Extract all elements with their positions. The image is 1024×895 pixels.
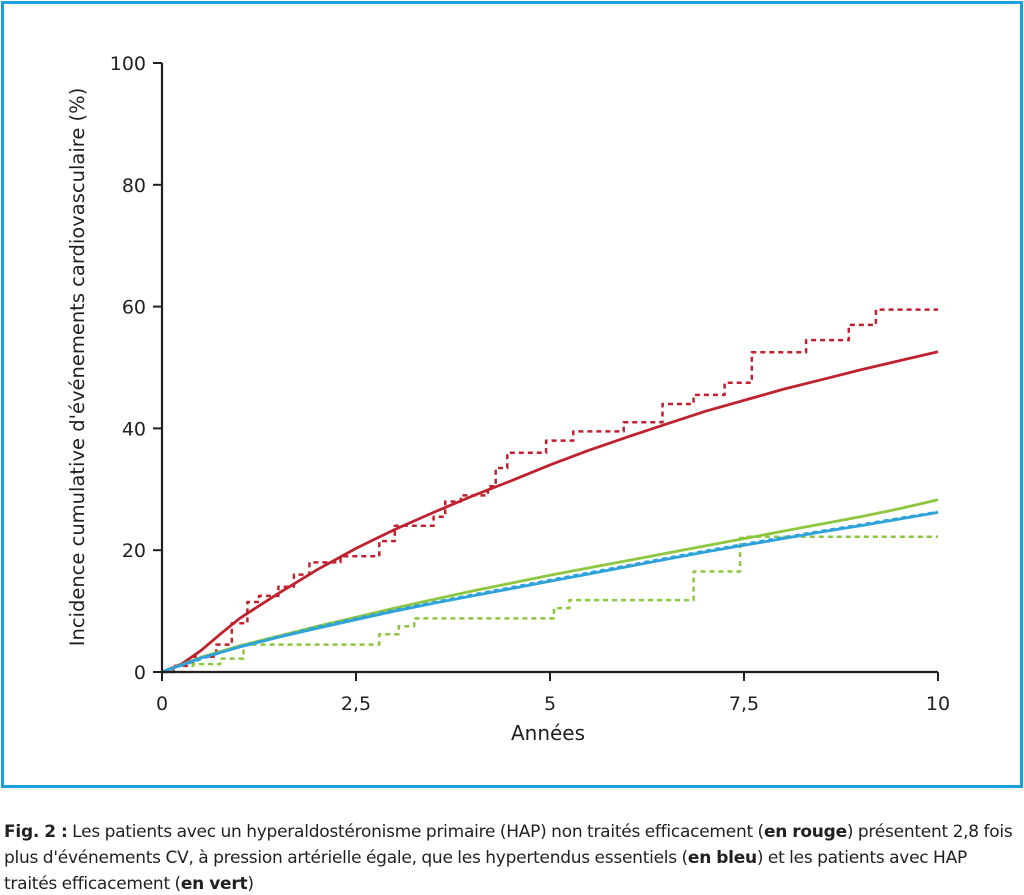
y-tick-label: 80 bbox=[122, 175, 146, 197]
caption-bold-blue: en bleu bbox=[687, 848, 757, 868]
x-tick-label: 7,5 bbox=[729, 693, 759, 715]
caption-fig-label: Fig. 2 : bbox=[4, 822, 68, 842]
caption-text-3: ) et les patients avec HAP traités effic… bbox=[4, 848, 967, 894]
series-green-dashed bbox=[162, 535, 938, 674]
x-tick-label: 0 bbox=[156, 693, 168, 715]
y-axis-title: Incidence cumulative d'événements cardio… bbox=[66, 88, 89, 647]
x-tick-label: 2,5 bbox=[341, 693, 371, 715]
y-tick-label: 100 bbox=[110, 53, 146, 75]
caption-bold-green: en vert bbox=[180, 874, 248, 894]
figure-caption: Fig. 2 : Les patients avec un hyperaldos… bbox=[4, 819, 1020, 895]
series-blue-dashed bbox=[161, 510, 939, 674]
x-tick-label: 10 bbox=[926, 693, 950, 715]
y-tick-label: 0 bbox=[134, 662, 146, 684]
caption-text-1: Les patients avec un hyperaldostéronisme… bbox=[67, 822, 764, 842]
axes-layer: 0 20 40 60 80 100 0 2,5 5 7,5 10 bbox=[110, 53, 950, 715]
figure-frame bbox=[1, 1, 1023, 788]
y-tick-label: 40 bbox=[122, 418, 146, 440]
caption-text-4: ) bbox=[247, 874, 254, 894]
x-tick-label: 5 bbox=[544, 693, 556, 715]
cumulative-incidence-chart: 0 20 40 60 80 100 0 2,5 5 7,5 10 Années Incidence … bbox=[66, 53, 950, 745]
caption-text-2: ) présentent 2,8 fois plus d'événements … bbox=[4, 822, 1013, 868]
y-tick-label: 20 bbox=[122, 540, 146, 562]
caption-bold-red: en rouge bbox=[763, 822, 847, 842]
series-red-solid bbox=[161, 350, 939, 674]
series-red-dashed bbox=[162, 308, 938, 674]
x-axis-title: Années bbox=[511, 721, 585, 745]
y-tick-label: 60 bbox=[122, 297, 146, 319]
series-layer bbox=[161, 308, 939, 674]
